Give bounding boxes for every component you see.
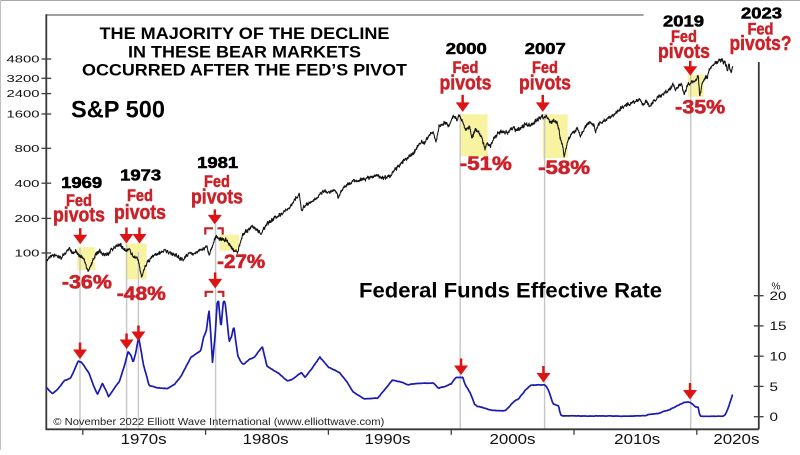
svg-text:2007: 2007 <box>525 41 566 58</box>
svg-text:2000: 2000 <box>446 41 487 58</box>
svg-text:pivots: pivots <box>440 73 492 95</box>
svg-text:2023: 2023 <box>741 6 782 23</box>
svg-text:2000s: 2000s <box>490 431 536 448</box>
svg-text:Fed: Fed <box>453 59 479 77</box>
svg-text:400: 400 <box>15 179 41 190</box>
svg-text:© November 2022 Elliott Wave I: © November 2022 Elliott Wave Internation… <box>53 416 384 428</box>
svg-text:OCCURRED AFTER THE FED’S PIVOT: OCCURRED AFTER THE FED’S PIVOT <box>82 61 407 79</box>
svg-text:800: 800 <box>15 144 41 155</box>
svg-text:THE MAJORITY OF THE DECLINE: THE MAJORITY OF THE DECLINE <box>100 25 390 43</box>
svg-text:Fed: Fed <box>532 59 558 77</box>
svg-text:5: 5 <box>770 380 779 394</box>
svg-text:20: 20 <box>770 289 787 303</box>
svg-text:1981: 1981 <box>197 155 238 172</box>
svg-text:1970s: 1970s <box>121 431 167 448</box>
svg-text:1973: 1973 <box>120 167 161 184</box>
svg-text:-48%: -48% <box>117 284 166 305</box>
svg-text:pivots?: pivots? <box>730 33 792 55</box>
svg-text:pivots: pivots <box>191 187 243 209</box>
svg-text:Fed: Fed <box>671 28 697 46</box>
svg-text:0: 0 <box>770 410 779 424</box>
svg-text:200: 200 <box>15 214 41 225</box>
svg-text:4800: 4800 <box>7 55 41 66</box>
svg-text:15: 15 <box>770 319 787 333</box>
svg-text:%: % <box>772 282 781 293</box>
svg-text:Federal Funds Effective Rate: Federal Funds Effective Rate <box>359 280 662 303</box>
svg-text:IN THESE BEAR MARKETS: IN THESE BEAR MARKETS <box>128 43 361 61</box>
svg-text:pivots: pivots <box>114 202 166 224</box>
svg-text:Fed: Fed <box>66 192 92 210</box>
svg-text:100: 100 <box>15 249 41 260</box>
svg-text:-58%: -58% <box>538 158 590 179</box>
svg-text:pivots: pivots <box>53 204 105 226</box>
svg-text:Fed: Fed <box>748 21 774 39</box>
svg-text:1969: 1969 <box>61 175 102 192</box>
svg-text:2019: 2019 <box>663 14 704 31</box>
svg-text:Fed: Fed <box>127 187 153 205</box>
svg-text:pivots: pivots <box>519 73 571 95</box>
svg-text:2020s: 2020s <box>713 431 759 448</box>
svg-text:10: 10 <box>770 350 787 364</box>
svg-text:2400: 2400 <box>7 89 41 100</box>
svg-text:S&P 500: S&P 500 <box>71 97 165 124</box>
svg-text:2010s: 2010s <box>614 431 660 448</box>
svg-text:1990s: 1990s <box>365 431 411 448</box>
svg-text:Fed: Fed <box>204 173 230 191</box>
svg-text:-27%: -27% <box>217 252 265 273</box>
svg-text:pivots: pivots <box>658 41 710 63</box>
svg-text:-51%: -51% <box>460 154 512 175</box>
svg-text:1980s: 1980s <box>243 431 289 448</box>
svg-text:-35%: -35% <box>675 98 725 119</box>
svg-text:-36%: -36% <box>62 273 112 294</box>
svg-text:3200: 3200 <box>7 74 41 85</box>
svg-text:1600: 1600 <box>7 110 41 121</box>
